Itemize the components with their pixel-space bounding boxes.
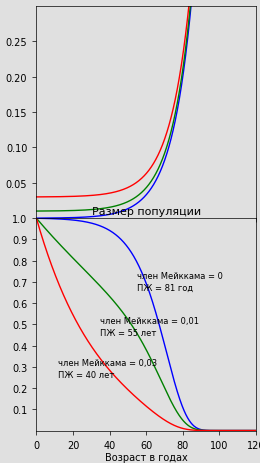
Text: член Мейккама = 0,01
ПЖ = 55 лет: член Мейккама = 0,01 ПЖ = 55 лет [100, 316, 199, 337]
Text: член Мейккама = 0
ПЖ = 81 год: член Мейккама = 0 ПЖ = 81 год [137, 272, 223, 293]
X-axis label: Возраст в годах: Возраст в годах [105, 452, 188, 463]
Text: член Мейккама = 0,03
ПЖ = 40 лет: член Мейккама = 0,03 ПЖ = 40 лет [58, 358, 158, 379]
Title: Размер популяции: Размер популяции [92, 206, 201, 217]
X-axis label: Возраст в годах: Возраст в годах [105, 231, 188, 240]
